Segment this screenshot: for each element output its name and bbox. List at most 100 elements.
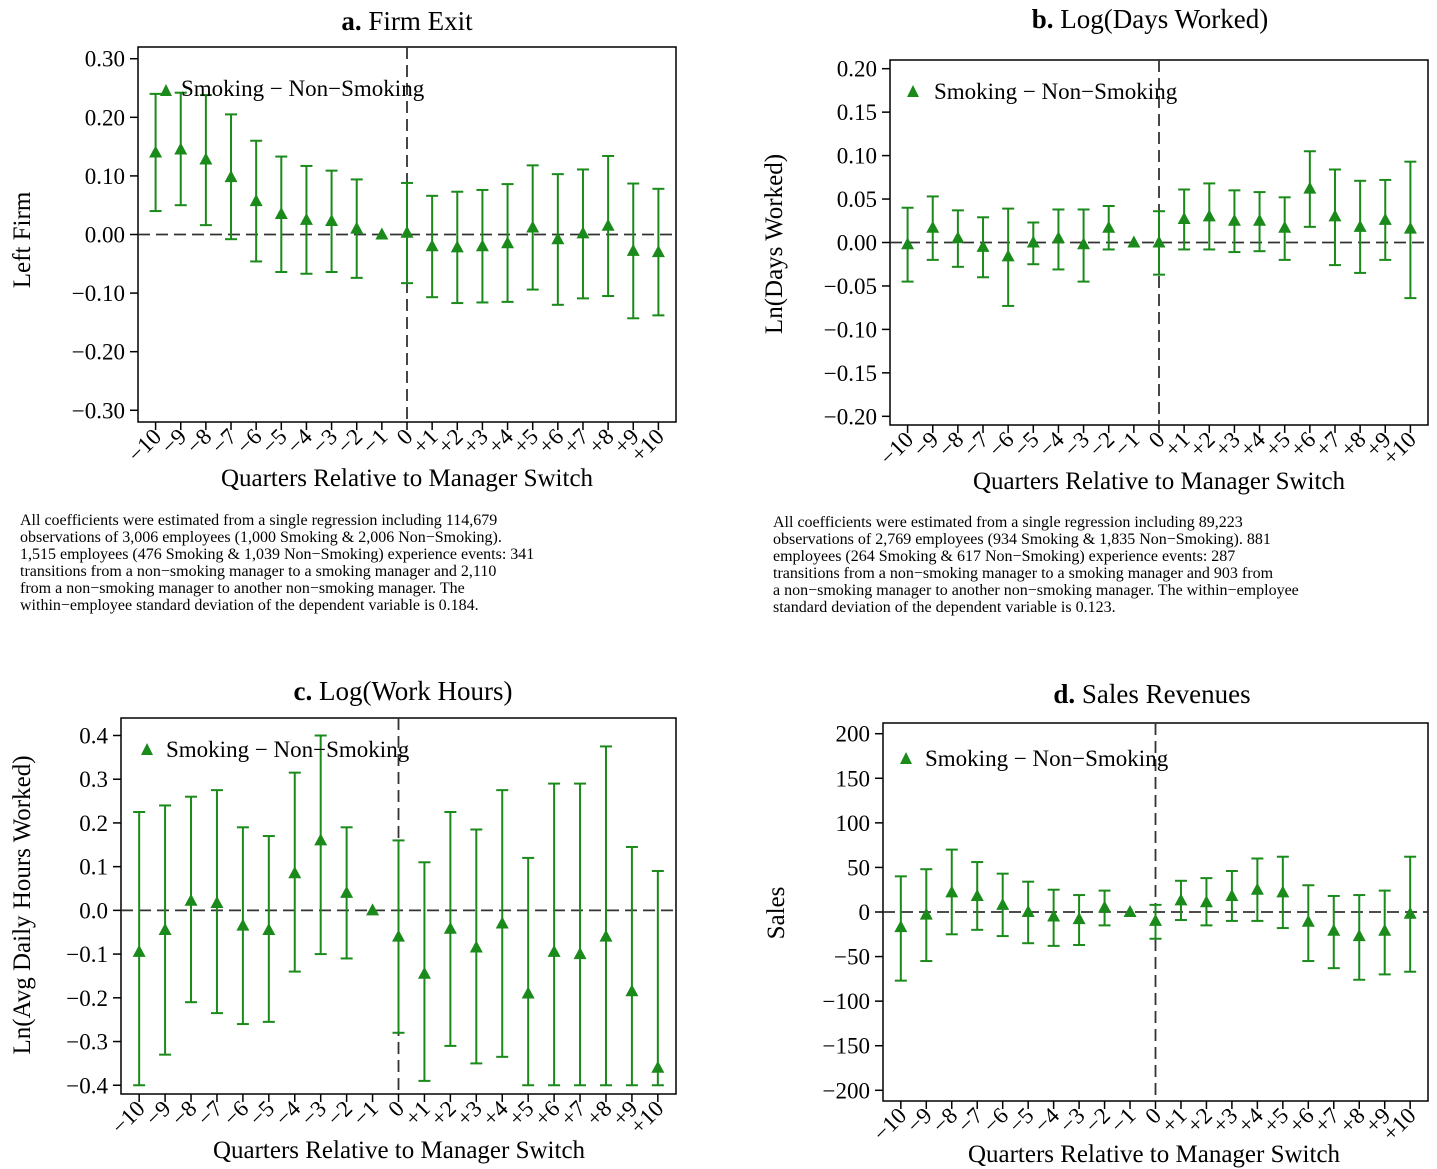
panel-b-data-point bbox=[926, 220, 940, 233]
panel-b-data-point bbox=[951, 231, 965, 244]
panel-a-y-tick-label: −0.30 bbox=[72, 398, 125, 423]
panel-c-data-point bbox=[599, 929, 613, 942]
panel-c-y-tick-label: −0.1 bbox=[66, 942, 108, 967]
panel-b-note-line: standard deviation of the dependent vari… bbox=[773, 599, 1116, 616]
panel-a-data-point bbox=[425, 239, 439, 252]
panel-d-data-point bbox=[1149, 913, 1162, 926]
panel-d-data-point bbox=[1072, 912, 1086, 925]
panel-c-legend-marker-icon bbox=[141, 743, 153, 755]
panel-d-data-point bbox=[1276, 885, 1290, 898]
panel-b-x-axis-label: Quarters Relative to Manager Switch bbox=[973, 468, 1346, 495]
panel-d-y-tick-label: −200 bbox=[823, 1078, 870, 1103]
panel-a-data-point bbox=[450, 240, 464, 253]
panel-d-data-point bbox=[1225, 888, 1239, 901]
panel-d-data-point bbox=[1378, 923, 1392, 936]
panel-a-legend-label: Smoking − Non−Smoking bbox=[181, 76, 425, 101]
panel-d-y-tick-label: −50 bbox=[834, 945, 870, 970]
panel-a-data-point bbox=[350, 221, 364, 234]
panel-c-data-point bbox=[495, 916, 509, 929]
panel-c-data-point bbox=[521, 986, 535, 999]
panel-a-data-point bbox=[224, 170, 238, 183]
panel-d-data-point bbox=[1327, 923, 1341, 936]
panel-c-data-point bbox=[262, 923, 276, 936]
panel-d: d. Sales Revenues Sales Quarters Relativ… bbox=[763, 679, 1429, 1168]
panel-b-y-axis-label: Ln(Days Worked) bbox=[761, 154, 788, 334]
panel-a-data-point bbox=[501, 236, 515, 249]
panel-b-title: b. Log(Days Worked) bbox=[1032, 4, 1269, 34]
panel-c-x-tick-label: −1 bbox=[348, 1096, 383, 1131]
panel-c-legend-label: Smoking − Non−Smoking bbox=[166, 737, 410, 762]
panel-c-y-tick-label: −0.4 bbox=[66, 1073, 108, 1098]
panel-c-x-tick-label: −10 bbox=[107, 1096, 150, 1139]
panel-d-y-tick-label: 200 bbox=[836, 722, 871, 747]
panel-a-data-point bbox=[174, 142, 188, 155]
panel-a-note-line: 1,515 employees (476 Smoking & 1,039 Non… bbox=[20, 546, 534, 563]
panel-a-data-point bbox=[325, 214, 339, 227]
panel-c-data-point bbox=[184, 893, 198, 906]
panel-b-note-line: transitions from a non−smoking manager t… bbox=[773, 565, 1274, 582]
panel-b-y-tick-label: 0.15 bbox=[837, 100, 877, 125]
panel-a-y-tick-label: 0.00 bbox=[85, 223, 125, 248]
panel-d-data-point bbox=[894, 920, 908, 933]
panel-b-y-tick-label: −0.15 bbox=[824, 361, 877, 386]
panel-a-y-tick-label: 0.30 bbox=[85, 47, 125, 72]
panel-a-data-point bbox=[400, 225, 414, 238]
panel-a-plot-area: −0.30−0.20−0.100.000.100.200.30−10−9−8−7… bbox=[72, 46, 677, 467]
panel-a-title: a. Firm Exit bbox=[341, 6, 473, 36]
panel-b-y-tick-label: −0.20 bbox=[824, 404, 877, 429]
panel-c-data-point bbox=[392, 929, 405, 942]
panel-d-y-tick-label: 50 bbox=[847, 855, 870, 880]
panel-a-y-tick-label: −0.20 bbox=[72, 340, 125, 365]
panel-c-plot-area: −0.4−0.3−0.2−0.10.00.10.20.30.4−10−9−8−7… bbox=[66, 717, 677, 1139]
panel-a-note-line: within−employee standard deviation of th… bbox=[20, 597, 479, 614]
panel-d-y-tick-label: −150 bbox=[823, 1034, 870, 1059]
panel-b-data-point bbox=[1152, 235, 1166, 248]
panel-b-legend-label: Smoking − Non−Smoking bbox=[934, 79, 1178, 104]
panel-c-y-tick-label: 0.2 bbox=[79, 811, 108, 836]
panel-c-data-point bbox=[288, 866, 302, 879]
panel-b-data-point bbox=[1378, 212, 1392, 225]
panel-d-legend: Smoking − Non−Smoking bbox=[900, 746, 1169, 771]
panel-c-data-point bbox=[132, 944, 146, 957]
panel-c-data-point bbox=[366, 903, 380, 916]
panel-b-data-point bbox=[1227, 213, 1241, 226]
panel-a-data-point bbox=[651, 245, 665, 258]
panel-c-y-tick-label: 0.1 bbox=[79, 855, 108, 880]
panel-b-y-tick-label: 0.20 bbox=[837, 57, 877, 82]
panel-d-data-point bbox=[1174, 893, 1188, 906]
panel-d-legend-marker-icon bbox=[900, 752, 912, 764]
panel-d-y-tick-label: 0 bbox=[859, 900, 871, 925]
panel-d-x-tick-label: −1 bbox=[1106, 1103, 1141, 1138]
panel-b-legend-marker-icon bbox=[907, 85, 919, 97]
panel-d-data-point bbox=[1021, 905, 1035, 917]
panel-c-x-tick-label: +10 bbox=[625, 1096, 668, 1139]
panel-a-note-line: transitions from a non−smoking manager t… bbox=[20, 563, 496, 580]
panel-b-legend: Smoking − Non−Smoking bbox=[907, 79, 1178, 104]
panel-a-data-point bbox=[149, 145, 163, 158]
panel-c-data-point bbox=[469, 940, 483, 953]
panel-c: c. Log(Work Hours) Ln(Avg Daily Hours Wo… bbox=[9, 676, 677, 1164]
panel-d-data-point bbox=[1199, 895, 1213, 908]
panel-b-data-point bbox=[1253, 213, 1267, 226]
panel-c-legend: Smoking − Non−Smoking bbox=[141, 737, 410, 762]
panel-d-x-tick-label: +10 bbox=[1378, 1103, 1421, 1146]
panel-a-data-point bbox=[526, 220, 540, 233]
panel-a-y-axis-label: Left Firm bbox=[9, 191, 36, 288]
panel-a-data-point bbox=[249, 194, 263, 207]
panel-b-y-tick-label: 0.00 bbox=[837, 231, 877, 256]
panel-a-data-point bbox=[475, 239, 489, 252]
panel-d-legend-label: Smoking − Non−Smoking bbox=[925, 746, 1169, 771]
panel-d-data-point bbox=[1301, 914, 1315, 927]
panel-c-data-point bbox=[547, 944, 561, 957]
panel-a: a. Firm Exit Left Firm Quarters Relative… bbox=[9, 6, 677, 614]
panel-b-data-point bbox=[1328, 209, 1342, 222]
panel-a-y-tick-label: 0.20 bbox=[85, 105, 125, 130]
panel-d-plot-area: −200−150−100−50050100150200−10−9−8−7−6−5… bbox=[823, 722, 1429, 1146]
panel-b-data-point bbox=[1202, 209, 1216, 222]
panel-c-data-point bbox=[625, 984, 639, 997]
panel-c-y-tick-label: 0.4 bbox=[79, 723, 108, 748]
panel-d-y-tick-label: 100 bbox=[836, 811, 871, 836]
panel-d-data-point bbox=[1098, 900, 1112, 913]
panel-a-x-tick-label: −1 bbox=[357, 424, 392, 459]
